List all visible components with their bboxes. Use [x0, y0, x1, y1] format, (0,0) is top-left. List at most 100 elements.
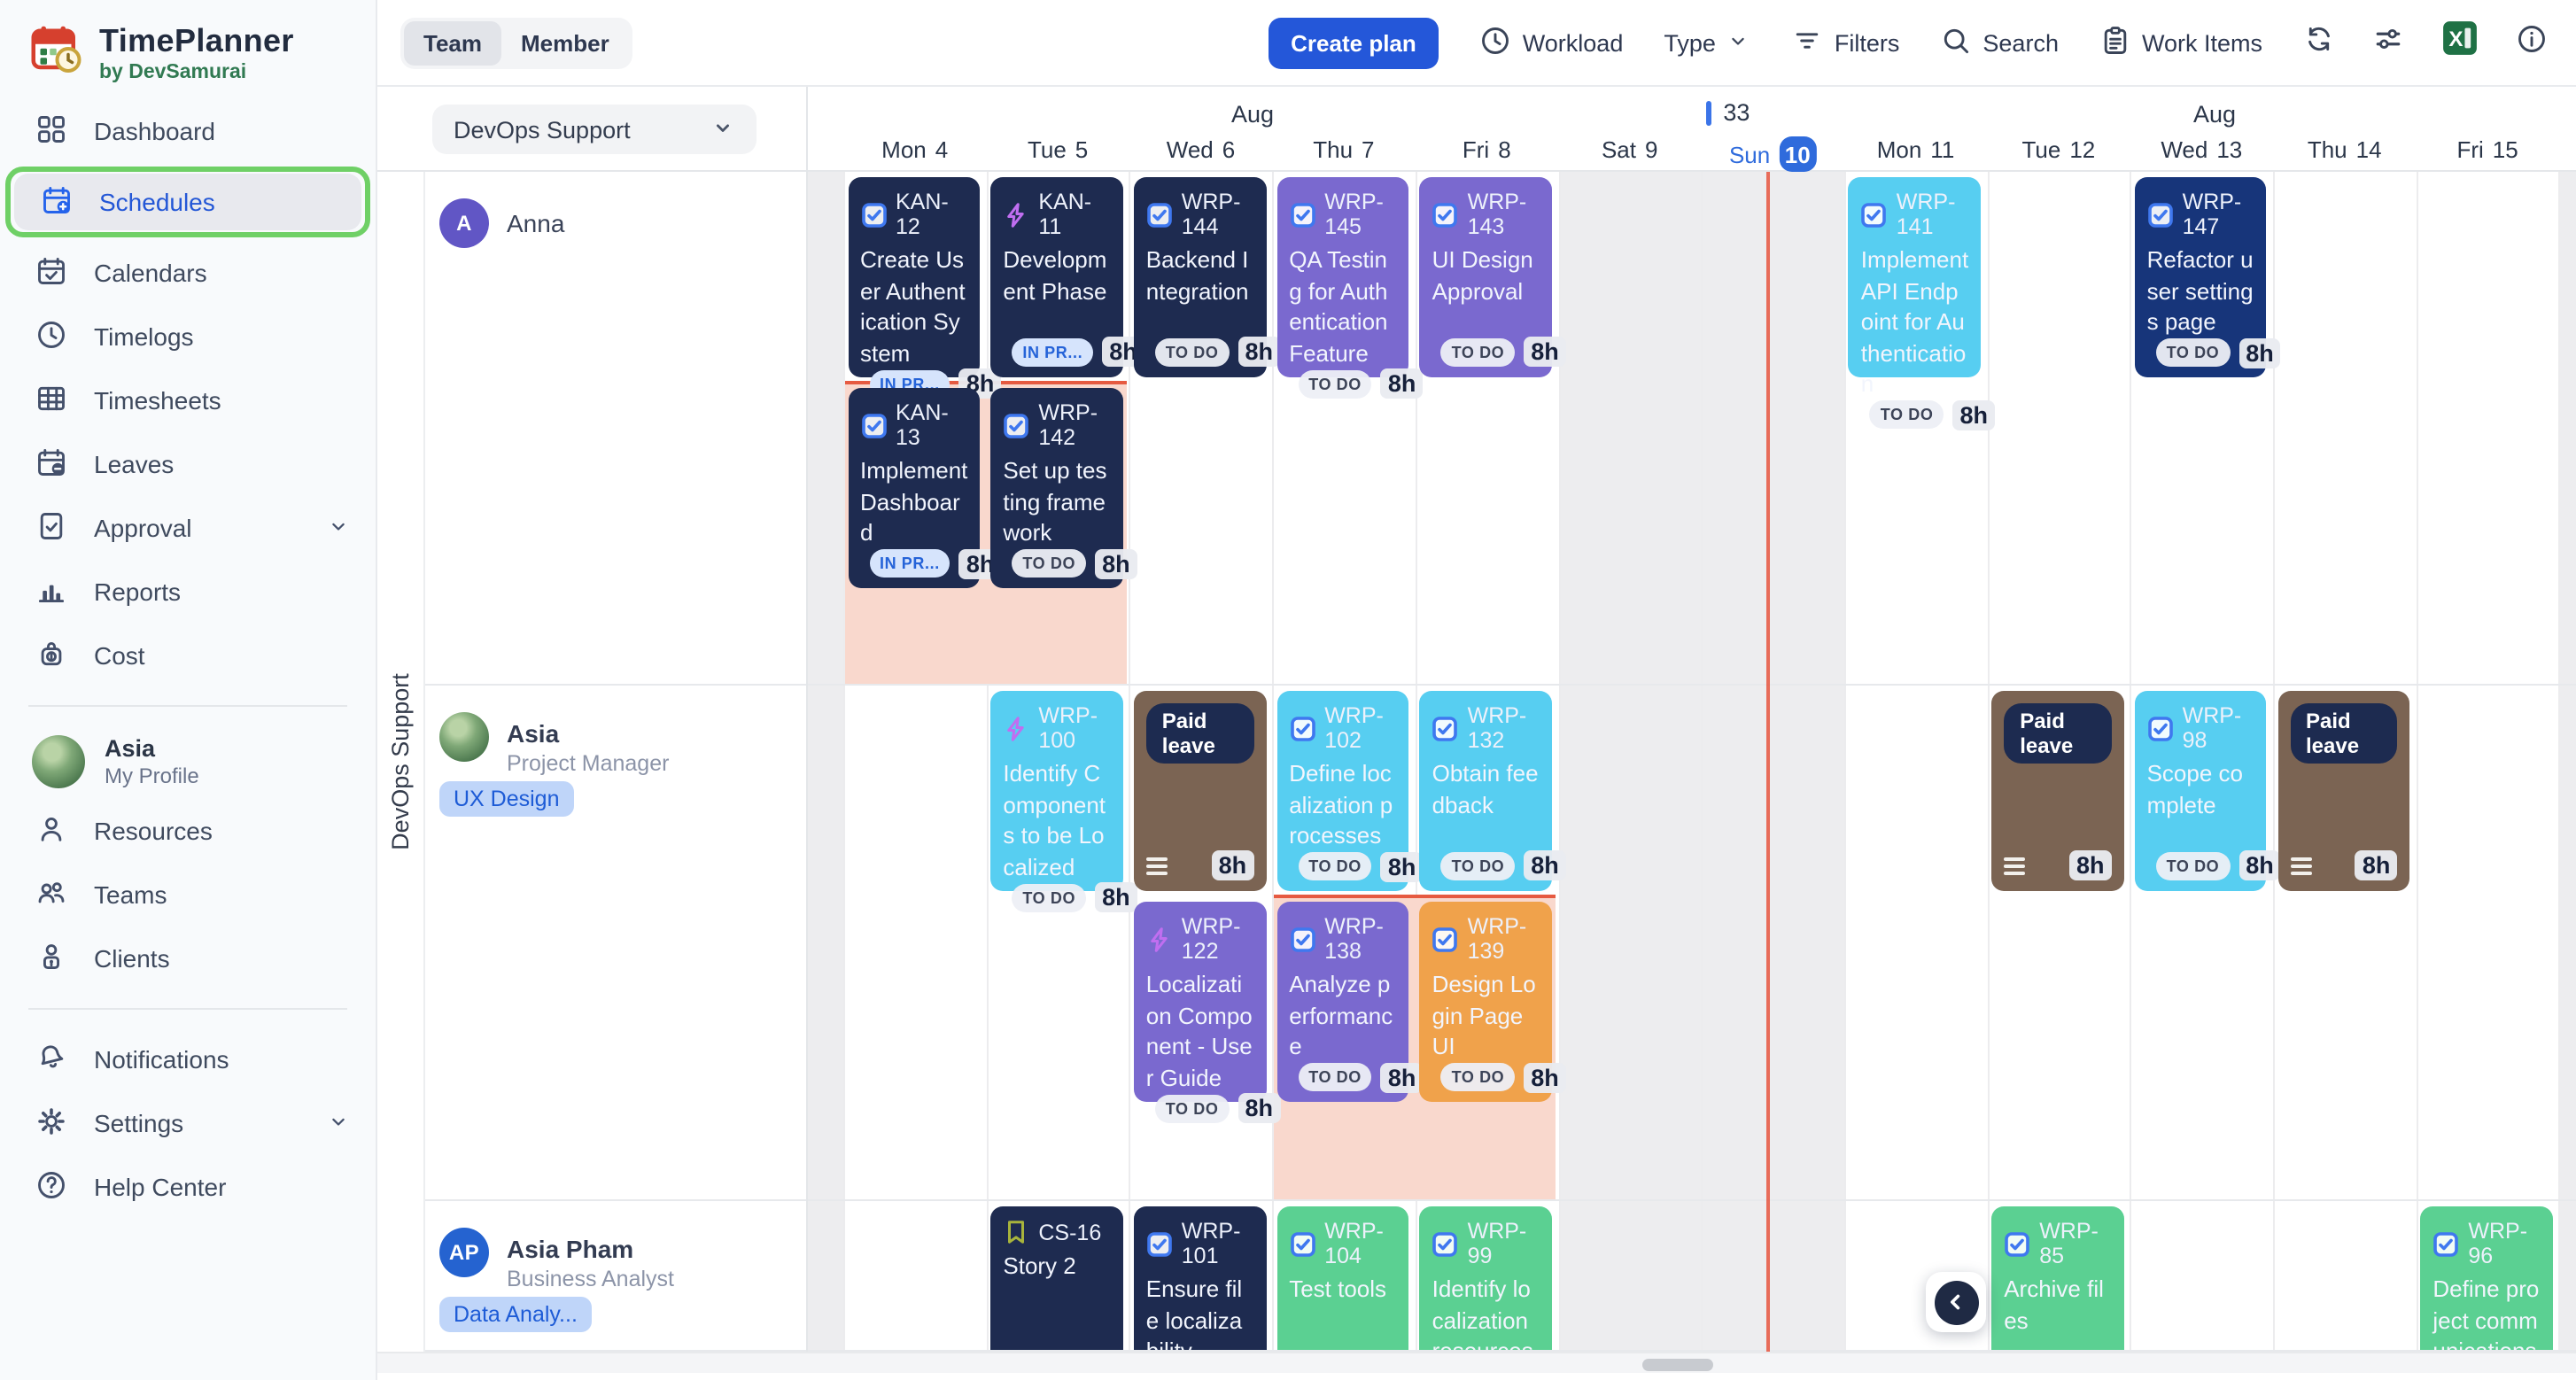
day-header-fri-15[interactable]: Fri 15: [2456, 136, 2518, 163]
paid-leave-card[interactable]: Paid leave 8h: [1133, 691, 1267, 891]
day-header-wed-6[interactable]: Wed 6: [1167, 136, 1235, 163]
toolbar-display-settings-button[interactable]: [2372, 22, 2404, 63]
day-header-mon-4[interactable]: Mon 4: [881, 136, 948, 163]
epic-type-icon: [1003, 715, 1029, 741]
hours-badge: 8h: [1380, 1062, 1424, 1092]
task-card-wrp-85[interactable]: WRP-85 Archive files: [1991, 1206, 2124, 1350]
card-footer: TO DO 8h: [1432, 1062, 1566, 1092]
task-card-wrp-102[interactable]: WRP-102 Define localization processes TO D…: [1276, 691, 1424, 891]
day-header-sun-10[interactable]: Sun 10: [1728, 136, 1817, 172]
task-card-wrp-99[interactable]: WRP-99 Identify localization resources (i…: [1419, 1206, 1552, 1350]
task-card-wrp-138[interactable]: WRP-138 Analyze performance TO DO 8h: [1276, 902, 1424, 1102]
task-card-wrp-104[interactable]: WRP-104 Test tools: [1276, 1206, 1409, 1350]
team-select-dropdown[interactable]: DevOps Support: [432, 105, 757, 154]
task-card-wrp-145[interactable]: WRP-145 QA Testing for Authentication Fea…: [1276, 177, 1424, 399]
sidebar-item-resources[interactable]: Resources: [0, 799, 376, 863]
table-grid-icon: [35, 382, 67, 419]
toolbar-search[interactable]: Search: [1940, 24, 2059, 61]
task-card-wrp-147[interactable]: WRP-147 Refactor user settings page TO DO 8…: [2134, 177, 2281, 377]
sidebar-item-approval[interactable]: Approval: [0, 496, 376, 560]
member-role: Project Manager: [507, 751, 670, 776]
sidebar-item-timelogs[interactable]: Timelogs: [0, 305, 376, 368]
chevron-left-icon: [1934, 1280, 1978, 1324]
card-footer: 8h: [1145, 850, 1254, 880]
sidebar-profile[interactable]: Asia My Profile: [0, 725, 376, 799]
task-card-wrp-143[interactable]: WRP-143 UI Design Approval TO DO 8h: [1419, 177, 1566, 377]
task-card-kan-12[interactable]: KAN-12 Create User Authentication System I…: [848, 177, 1002, 399]
sidebar-item-leaves[interactable]: Leaves: [0, 432, 376, 496]
day-of-week: Wed: [1166, 136, 1214, 163]
hours-badge: 8h: [1238, 1093, 1280, 1123]
day-header-thu-7[interactable]: Thu 7: [1313, 136, 1374, 163]
task-card-kan-11[interactable]: KAN-11 Development Phase IN PR... 8h: [990, 177, 1144, 377]
card-header: WRP-143: [1432, 190, 1540, 239]
day-header-mon-11[interactable]: Mon 11: [1877, 136, 1955, 163]
day-header-fri-8[interactable]: Fri 8: [1463, 136, 1511, 163]
sidebar-item-settings[interactable]: Settings: [0, 1091, 376, 1155]
task-key: WRP-102: [1324, 703, 1384, 753]
clipboard-list-icon: [2099, 24, 2131, 61]
scroll-left-button[interactable]: [1926, 1272, 1986, 1332]
member-role: Business Analyst: [507, 1267, 674, 1291]
paid-leave-card[interactable]: Paid leave 8h: [1991, 691, 2124, 891]
task-card-wrp-142[interactable]: WRP-142 Set up testing framework TO DO 8h: [990, 388, 1137, 588]
view-mode-member[interactable]: Member: [521, 29, 609, 56]
task-card-wrp-101[interactable]: WRP-101 Ensure file localizability: [1133, 1206, 1267, 1350]
day-header-tue-12[interactable]: Tue 12: [2021, 136, 2095, 163]
sidebar-item-dashboard[interactable]: Dashboard: [0, 99, 376, 163]
sidebar-item-help-center[interactable]: Help Center: [0, 1155, 376, 1219]
sidebar-item-calendars[interactable]: Calendars: [0, 241, 376, 305]
sidebar-item-notifications[interactable]: Notifications: [0, 1027, 376, 1091]
card-header: WRP-142: [1003, 400, 1110, 450]
task-card-wrp-98[interactable]: WRP-98 Scope complete TO DO 8h: [2134, 691, 2281, 891]
task-title: Identify Components to be Localized: [1003, 760, 1106, 880]
task-card-wrp-139[interactable]: WRP-139 Design Login Page UI TO DO 8h: [1419, 902, 1566, 1102]
task-title: Scope complete: [2146, 760, 2243, 818]
app-logo[interactable]: TimePlanner by DevSamurai: [0, 0, 376, 99]
create-plan-button[interactable]: Create plan: [1268, 17, 1439, 68]
task-card-wrp-96[interactable]: WRP-96 Define project communications matr…: [2420, 1206, 2553, 1350]
day-header-wed-13[interactable]: Wed 13: [2161, 136, 2242, 163]
sidebar-item-cost[interactable]: Cost: [0, 624, 376, 687]
task-card-wrp-141[interactable]: WRP-141 Implement API Endpoint for Authen…: [1848, 177, 1995, 430]
sidebar-item-active-inner: Schedules: [14, 174, 361, 230]
toolbar-work-items[interactable]: Work Items: [2099, 24, 2262, 61]
task-card-wrp-132[interactable]: WRP-132 Obtain feedback TO DO 8h: [1419, 691, 1566, 891]
day-of-week: Sun: [1728, 141, 1771, 167]
card-footer: TO DO 8h: [2147, 337, 2281, 368]
task-title: Design Login Page UI: [1432, 971, 1536, 1059]
sidebar-item-teams[interactable]: Teams: [0, 863, 376, 926]
status-badge: TO DO: [2155, 851, 2231, 880]
toolbar-export-excel-button[interactable]: X: [2441, 19, 2479, 66]
task-title: Localization Component - User Guide: [1145, 971, 1253, 1090]
sidebar-item-label: Leaves: [94, 450, 175, 478]
task-title: Development Phase: [1003, 246, 1107, 304]
toolbar-info-button[interactable]: [2516, 22, 2548, 63]
toolbar-sync-button[interactable]: [2303, 22, 2335, 63]
status-badge: TO DO: [1298, 369, 1372, 398]
task-card-cs-16[interactable]: CS-16 Story 2: [990, 1206, 1123, 1350]
card-footer: TO DO 8h: [1146, 337, 1280, 367]
toolbar-type[interactable]: Type: [1664, 27, 1751, 58]
calendar-check-icon: [35, 254, 67, 291]
day-header-thu-14[interactable]: Thu 14: [2308, 136, 2382, 163]
view-mode-team[interactable]: Team: [404, 20, 501, 65]
toolbar-filters[interactable]: Filters: [1792, 24, 1899, 61]
day-header-tue-5[interactable]: Tue 5: [1028, 136, 1088, 163]
scrollbar-thumb[interactable]: [1642, 1358, 1713, 1370]
task-key: WRP-138: [1324, 914, 1384, 964]
sidebar-item-schedules[interactable]: Schedules: [5, 167, 370, 237]
task-card-wrp-100[interactable]: WRP-100 Identify Components to be Localiz…: [990, 691, 1137, 912]
task-card-wrp-144[interactable]: WRP-144 Backend Integration TO DO 8h: [1133, 177, 1280, 377]
task-card-kan-13[interactable]: KAN-13 Implement Dashboard IN PR... 8h: [848, 388, 1002, 588]
toolbar-workload[interactable]: Workload: [1480, 24, 1623, 61]
day-header-sat-9[interactable]: Sat 9: [1602, 136, 1658, 163]
sidebar-item-timesheets[interactable]: Timesheets: [0, 368, 376, 432]
hours-badge: 8h: [1524, 850, 1566, 880]
sidebar-item-clients[interactable]: Clients: [0, 926, 376, 990]
task-card-wrp-122[interactable]: WRP-122 Localization Component - User Gui…: [1133, 902, 1280, 1123]
paid-leave-card[interactable]: Paid leave 8h: [2277, 691, 2410, 891]
task-type-icon: [2432, 1230, 2459, 1257]
sidebar-item-reports[interactable]: Reports: [0, 560, 376, 624]
